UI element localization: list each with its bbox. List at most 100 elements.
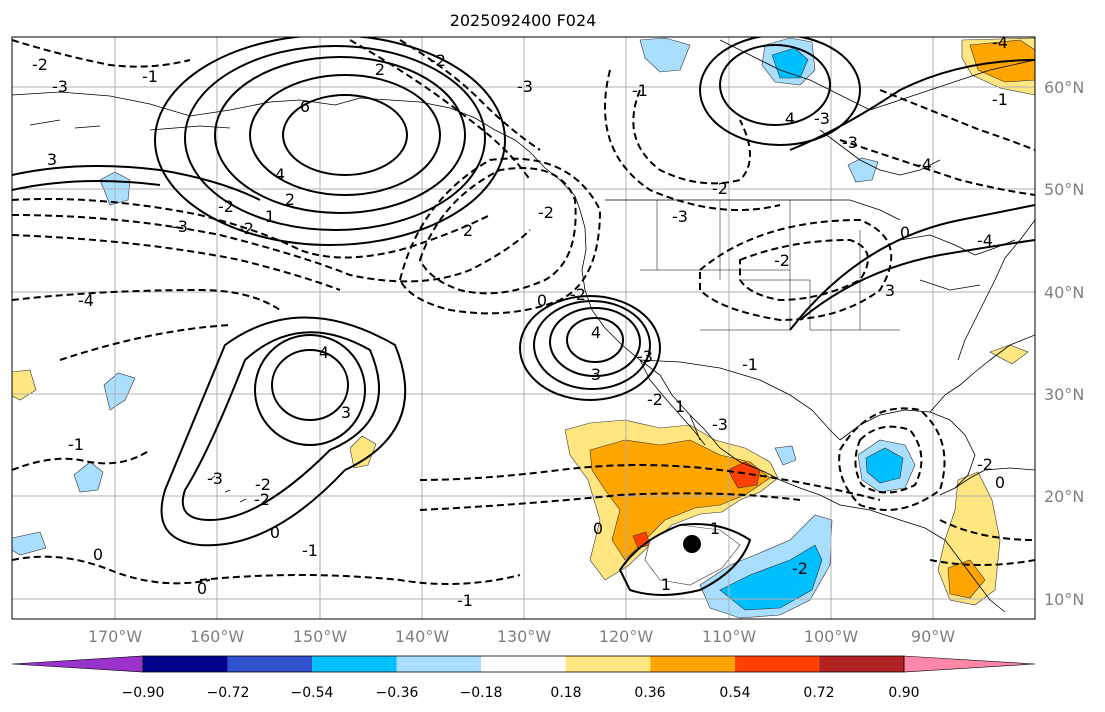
negative-shading-pacific-south-core bbox=[719, 544, 823, 611]
state-borders bbox=[640, 200, 900, 331]
storm-center-marker bbox=[683, 535, 701, 553]
border-us-canada bbox=[605, 199, 901, 221]
contour-label: -2 bbox=[774, 251, 790, 270]
colorbar-label: 0.54 bbox=[719, 685, 750, 701]
lon-label: 120°W bbox=[599, 627, 654, 646]
contour-label: 3 bbox=[341, 403, 351, 422]
lon-label: 130°W bbox=[497, 627, 552, 646]
contour-label: -2 bbox=[538, 203, 554, 222]
contour-label: -2 bbox=[712, 179, 728, 198]
contour-label: 4 bbox=[591, 323, 601, 342]
contour-label: -4 bbox=[916, 155, 932, 174]
contour-label: 0 bbox=[93, 545, 103, 564]
contour-label: -3 bbox=[52, 77, 68, 96]
contour-label: -3 bbox=[814, 109, 830, 128]
contour-label: 1 bbox=[265, 207, 275, 226]
lat-label: 30°N bbox=[1044, 385, 1084, 404]
contour-label: -1 bbox=[632, 81, 648, 100]
colorbar-segment bbox=[650, 656, 735, 672]
latitude-labels: 60°N 50°N 40°N 30°N 20°N 10°N bbox=[1044, 78, 1084, 609]
contour-label: -1 bbox=[142, 67, 158, 86]
contour-high-subtropical bbox=[271, 349, 349, 421]
contour-label: 3 bbox=[591, 365, 601, 384]
coastline-hudson bbox=[819, 129, 941, 176]
colorbar-segment bbox=[143, 656, 228, 672]
positive-shading-west-edge bbox=[12, 369, 37, 401]
contour-label: -2 bbox=[430, 51, 446, 70]
coastline-central-america bbox=[924, 527, 1006, 613]
contour-label: -2 bbox=[255, 475, 271, 494]
contour-label: 3 bbox=[47, 150, 57, 169]
contour-label: -1 bbox=[302, 541, 318, 560]
colorbar-label: −0.18 bbox=[460, 685, 503, 701]
lon-label: 140°W bbox=[395, 627, 450, 646]
contour-label: 1 bbox=[661, 575, 671, 594]
contour-label: 1 bbox=[710, 519, 720, 538]
lon-label: 160°W bbox=[190, 627, 245, 646]
colorbar-extend-min bbox=[11, 655, 144, 673]
colorbar-segment bbox=[565, 656, 651, 672]
contour-label: -2 bbox=[570, 285, 586, 304]
lon-label: 90°W bbox=[911, 627, 955, 646]
lat-label: 60°N bbox=[1044, 78, 1084, 97]
lon-label: 150°W bbox=[293, 627, 348, 646]
contour-label: 0 bbox=[537, 291, 547, 310]
contour-label: 0 bbox=[900, 223, 910, 242]
contour-label: 2 bbox=[375, 60, 385, 79]
red-shading-mexico bbox=[727, 461, 761, 489]
colorbar-segment bbox=[312, 656, 397, 672]
colorbar-label: −0.54 bbox=[291, 685, 334, 701]
contour-label: -3 bbox=[207, 469, 223, 488]
contour-label: -2 bbox=[977, 455, 993, 474]
negative-shading-hudson bbox=[847, 157, 879, 183]
contour-label: 6 bbox=[300, 97, 310, 116]
contour-high-east bbox=[789, 204, 1035, 331]
colorbar-label: 0.18 bbox=[550, 685, 581, 701]
colorbar-labels: −0.90 −0.72 −0.54 −0.36 −0.18 0.18 0.36 … bbox=[122, 685, 920, 701]
contour-label: -3 bbox=[172, 217, 188, 236]
lon-label: 110°W bbox=[702, 627, 757, 646]
colorbar-label: 0.90 bbox=[888, 685, 919, 701]
contour-label: -3 bbox=[712, 415, 728, 434]
lon-label: 170°W bbox=[88, 627, 143, 646]
contour-label: -1 bbox=[992, 90, 1008, 109]
islands-hawaii bbox=[209, 475, 247, 503]
contour-label: -2 bbox=[218, 197, 234, 216]
contour-high-aleutian bbox=[282, 94, 408, 176]
negative-shading-baja bbox=[774, 445, 797, 466]
colorbar-segments bbox=[11, 655, 1036, 673]
contour-low-mexico bbox=[618, 523, 752, 596]
contour-label: 3 bbox=[885, 281, 895, 300]
colorbar-segment bbox=[396, 656, 482, 672]
longitude-labels: 170°W 160°W 150°W 140°W 130°W 120°W 110°… bbox=[88, 627, 955, 646]
contour-label: 0 bbox=[270, 523, 280, 542]
lon-label: 100°W bbox=[804, 627, 859, 646]
lat-label: 50°N bbox=[1044, 180, 1084, 199]
contour-label: -4 bbox=[977, 231, 993, 250]
negative-shading-gulf-core bbox=[865, 447, 904, 484]
contour-label: 0 bbox=[995, 473, 1005, 492]
white-hole-mexico bbox=[644, 524, 741, 586]
negative-shading-west-2 bbox=[73, 461, 104, 493]
contour-label: -1 bbox=[457, 591, 473, 610]
contour-label: 2 bbox=[463, 221, 473, 240]
contour-label: 4 bbox=[275, 165, 285, 184]
contour-labels: 6 4 3 2 -1 1 -2 2 -3 -4 -3 -2 -1 2 -2 -3… bbox=[32, 37, 1008, 610]
coastline-aleutians bbox=[29, 119, 231, 131]
colorbar-extend-max bbox=[903, 655, 1036, 673]
positive-shading-east-small bbox=[989, 344, 1029, 365]
contour-label: -2 bbox=[238, 219, 254, 238]
contour-label: -2 bbox=[32, 55, 48, 74]
graticule bbox=[12, 37, 1035, 619]
contour-label: -2 bbox=[647, 390, 663, 409]
orange-shading-caribbean bbox=[947, 559, 986, 599]
contours-positive bbox=[12, 37, 1035, 596]
colorbar-label: −0.72 bbox=[207, 685, 250, 701]
contour-label: -1 bbox=[742, 355, 758, 374]
contour-label: 0 bbox=[197, 579, 207, 598]
colorbar-label: −0.36 bbox=[376, 685, 419, 701]
colorbar-segment bbox=[227, 656, 313, 672]
contour-label: 0 bbox=[593, 519, 603, 538]
coastline-west-us bbox=[574, 195, 926, 529]
